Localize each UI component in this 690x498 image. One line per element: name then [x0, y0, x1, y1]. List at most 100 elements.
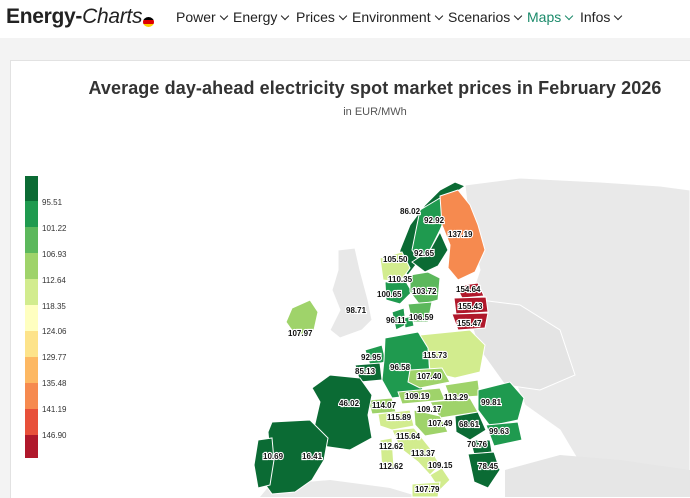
- map-label-denmark-east: 96.11: [386, 316, 406, 325]
- region-greece[interactable]: [467, 451, 501, 489]
- map-label-netherlands: 92.95: [361, 353, 382, 362]
- legend-label: 141.19: [42, 405, 67, 414]
- map-label-north-macedonia: 70.76: [467, 440, 488, 449]
- map-label-latvia: 155.43: [458, 302, 483, 311]
- map-label-sweden-south: 103.72: [412, 287, 437, 296]
- map-label-italy-sardinia: 112.62: [379, 462, 404, 471]
- region-denmark-east[interactable]: [403, 315, 415, 329]
- region-lithuania[interactable]: [451, 312, 489, 331]
- map-label-estonia: 154.64: [456, 285, 481, 294]
- map-label-norway-west: 105.50: [383, 255, 408, 264]
- region-finland[interactable]: [439, 189, 486, 281]
- map-label-switzerland: 114.07: [372, 401, 397, 410]
- region-sweden-south[interactable]: [409, 271, 441, 306]
- map-label-lithuania: 155.47: [457, 319, 482, 328]
- map-label-bulgaria: 99.63: [489, 427, 510, 436]
- menu-prices-label: Prices: [296, 9, 335, 25]
- region-croatia[interactable]: [413, 409, 449, 437]
- menu-energy[interactable]: Energy: [233, 9, 290, 25]
- map-label-czechia: 107.40: [417, 372, 442, 381]
- region-poland[interactable]: [419, 329, 486, 379]
- region-portugal[interactable]: [253, 437, 275, 489]
- map-label-austria: 109.19: [405, 392, 430, 401]
- map-label-se-north: 92.92: [424, 216, 445, 225]
- map-label-sea-north: 98.71: [346, 306, 367, 315]
- logo-text-italic: Charts: [82, 5, 143, 28]
- map-label-romania: 99.81: [481, 398, 502, 407]
- region-italy-sicily[interactable]: [411, 481, 441, 497]
- map-label-italy-south: 109.15: [428, 461, 453, 470]
- region-romania[interactable]: [477, 381, 525, 427]
- map-label-italy-central: 115.64: [396, 432, 421, 441]
- chart-title: Average day-ahead electricity spot marke…: [88, 78, 662, 98]
- region-czechia[interactable]: [407, 367, 451, 389]
- legend-swatch: [25, 409, 38, 435]
- legend-label: 101.22: [42, 224, 67, 233]
- menu-maps[interactable]: Maps: [527, 9, 574, 25]
- region-france[interactable]: [311, 374, 373, 451]
- legend-label: 118.35: [42, 302, 66, 311]
- menu-prices[interactable]: Prices: [296, 9, 348, 25]
- menu-scenarios[interactable]: Scenarios: [448, 9, 523, 25]
- chart-subtitle: in EUR/MWh: [343, 106, 407, 118]
- map-label-portugal: 10.69: [263, 452, 284, 461]
- map-label-italy-sicily: 107.79: [415, 485, 440, 494]
- legend-label: 129.77: [42, 353, 67, 362]
- map-label-croatia: 107.49: [428, 419, 453, 428]
- map-label-italy-west: 112.62: [379, 442, 404, 451]
- legend-swatch: [25, 279, 38, 305]
- map-label-italy-centralsouth: 113.37: [411, 449, 436, 458]
- region-norway-west[interactable]: [379, 251, 411, 283]
- legend-swatch: [25, 201, 38, 227]
- menu-scenarios-label: Scenarios: [448, 9, 511, 25]
- legend-swatch: [25, 435, 38, 458]
- menu-infos[interactable]: Infos: [580, 9, 623, 25]
- menu-power[interactable]: Power: [176, 9, 228, 25]
- region-italy-north[interactable]: [377, 409, 415, 431]
- legend-swatch: [25, 176, 38, 201]
- menu-environment-label: Environment: [352, 9, 431, 25]
- legend-swatch: [25, 357, 38, 383]
- legend-label: 135.48: [42, 379, 67, 388]
- map-label-slovakia: 113.29: [444, 393, 469, 402]
- map-label-spain: 16.41: [302, 452, 323, 461]
- region-ukraine-nodata[interactable]: [469, 299, 576, 391]
- menu-infos-label: Infos: [580, 9, 611, 25]
- region-bulgaria[interactable]: [485, 421, 523, 447]
- legend-label: 106.93: [42, 250, 67, 259]
- legend-label: 146.90: [42, 431, 67, 440]
- map-label-ireland: 107.97: [288, 329, 313, 338]
- region-estonia[interactable]: [455, 282, 485, 299]
- menu-environment[interactable]: Environment: [352, 9, 443, 25]
- region-italy-central[interactable]: [391, 427, 441, 476]
- region-uk-nodata[interactable]: [329, 247, 373, 339]
- region-latvia[interactable]: [453, 296, 489, 315]
- legend-swatch: [25, 331, 38, 357]
- map-label-france: 46.02: [339, 399, 360, 408]
- legend-swatch: [25, 227, 38, 253]
- region-ireland[interactable]: [285, 299, 319, 337]
- legend-label: 124.06: [42, 327, 67, 336]
- map-label-finland: 137.19: [448, 230, 473, 239]
- map-label-serbia: 68.61: [459, 420, 480, 429]
- menu-maps-label: Maps: [527, 9, 562, 25]
- region-russia-nodata[interactable]: [464, 177, 690, 497]
- region-norway-southeast[interactable]: [384, 279, 413, 305]
- map-label-norway-southeast: 100.65: [377, 290, 402, 299]
- map-label-norway-south: 110.35: [388, 275, 413, 284]
- top-navigation: Energy-Charts Power Energy Prices Enviro…: [0, 0, 690, 38]
- map-label-belgium: 85.13: [355, 367, 376, 376]
- legend-swatch: [25, 305, 38, 331]
- region-serbia[interactable]: [454, 411, 487, 441]
- menu-power-label: Power: [176, 9, 216, 25]
- map-label-germany: 96.58: [390, 363, 411, 372]
- legend-swatch: [25, 253, 38, 279]
- region-italy-sardinia[interactable]: [379, 437, 395, 471]
- map-label-se-central: 92.65: [414, 249, 435, 258]
- legend-swatch: [25, 383, 38, 409]
- map-label-hungary: 109.17: [417, 405, 442, 414]
- region-turkey-nodata: [505, 455, 690, 497]
- map-label-greece: 78.45: [478, 462, 499, 471]
- energy-charts-logo[interactable]: Energy-Charts: [6, 5, 142, 29]
